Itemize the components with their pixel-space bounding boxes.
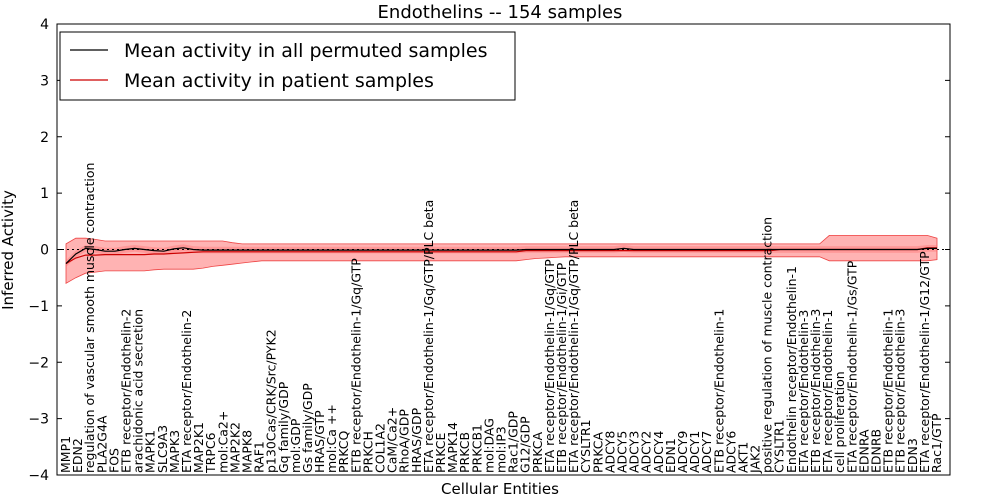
x-category-label: MAPK1 bbox=[143, 430, 158, 473]
x-category-label: ADCY9 bbox=[675, 431, 690, 473]
y-tick-label: −3 bbox=[28, 412, 49, 428]
x-category-label: mol:DAG bbox=[481, 418, 496, 473]
x-category-label: ETB receptor/Endothelin-1 bbox=[711, 309, 726, 473]
x-category-label: MAPK3 bbox=[167, 430, 182, 473]
x-category-label: ADCY8 bbox=[602, 431, 617, 473]
y-tick-label: 3 bbox=[40, 73, 49, 89]
x-category-label: mol:Ca2+ bbox=[215, 411, 230, 473]
x-category-label: ETB receptor/Endothelin-1 bbox=[881, 309, 896, 473]
x-category-label: MAPK14 bbox=[445, 422, 460, 473]
x-category-label: CaM/Ca2+ bbox=[385, 407, 400, 473]
x-category-label: ETA receptor/Endothelin-1/Gq/GTP bbox=[542, 259, 557, 473]
y-tick-label: 1 bbox=[40, 186, 49, 202]
x-category-label: HRAS/GTP bbox=[312, 410, 327, 473]
x-category-label: ETA receptor/Endothelin-1/G12/GTP bbox=[917, 251, 932, 473]
x-category-label: ADCY6 bbox=[723, 431, 738, 473]
x-category-label: EDN3 bbox=[905, 438, 920, 473]
x-category-label: PRKCH bbox=[360, 431, 375, 473]
x-category-label: ETB receptor/Endothelin-3 bbox=[893, 309, 908, 473]
x-category-label: COL1A2 bbox=[373, 423, 388, 473]
x-category-label: JAK2 bbox=[748, 445, 763, 474]
x-category-label: PRKCA bbox=[530, 432, 545, 473]
x-category-label: ADCY2 bbox=[639, 431, 654, 473]
x-category-label: ETA receptor/Endothelin-1/Gs/GTP bbox=[844, 260, 859, 473]
x-category-label: SLC9A3 bbox=[155, 425, 170, 473]
x-category-label: FOS bbox=[106, 448, 121, 473]
y-tick-label: 2 bbox=[40, 130, 49, 146]
x-category-label: EDN1 bbox=[663, 438, 678, 473]
x-category-label: MAPK8 bbox=[240, 430, 255, 473]
x-category-label: positive regulation of muscle contractio… bbox=[760, 217, 775, 473]
x-category-label: mol:IP3 bbox=[494, 426, 509, 473]
x-category-label: G12/GDP bbox=[518, 416, 533, 473]
x-category-label: ETB receptor/Endothelin-1/Gi/GTP bbox=[554, 262, 569, 473]
x-category-label: Endothelin receptor/Endothelin-1 bbox=[784, 266, 799, 473]
patient-activity-band bbox=[65, 235, 938, 284]
x-category-label: MMP1 bbox=[58, 436, 73, 473]
x-category-label: cell proliferation bbox=[832, 371, 847, 473]
x-category-label: EDNRA bbox=[856, 429, 871, 473]
x-category-label: PRKCB1 bbox=[469, 424, 484, 473]
x-category-label: PRKCE bbox=[433, 433, 448, 473]
legend-label-permuted: Mean activity in all permuted samples bbox=[124, 40, 487, 62]
x-category-label: ETA receptor/Endothelin-1/Gq/GTP/PLC bet… bbox=[421, 200, 436, 473]
y-tick-label: −4 bbox=[28, 468, 49, 484]
x-category-label: ETB receptor/Endothelin-3 bbox=[808, 309, 823, 473]
x-category-label: PRKCQ bbox=[336, 431, 351, 473]
x-category-label: HRAS/GDP bbox=[409, 407, 424, 473]
x-category-label: AKT1 bbox=[735, 442, 750, 473]
x-category-label: ADCY5 bbox=[615, 431, 630, 473]
x-category-label: CYSLTR1 bbox=[772, 419, 787, 473]
x-category-label: p130Cas/CRK/Src/PYK2 bbox=[264, 329, 279, 473]
x-category-label: Rac1/GTP bbox=[929, 413, 944, 473]
x-category-label: MAP2K2 bbox=[227, 422, 242, 473]
x-category-label: ETB receptor/Endothelin-1/Gq/GTP bbox=[348, 258, 363, 473]
chart-title: Endothelins -- 154 samples bbox=[378, 2, 623, 23]
x-category-label: Gq family/GDP bbox=[276, 381, 291, 473]
x-category-label: MAP2K1 bbox=[191, 422, 206, 473]
legend-frame bbox=[59, 31, 516, 101]
x-category-label: ETA receptor/Endothelin-3 bbox=[796, 310, 811, 473]
x-category-label: ETA receptor/Endothelin-1/Gq/GTP/PLC bet… bbox=[566, 200, 581, 473]
x-category-label: RhoA/GDP bbox=[397, 409, 412, 473]
y-tick-label: −1 bbox=[28, 299, 49, 315]
x-category-label: TRPC6 bbox=[203, 432, 218, 474]
x-category-label: RAF1 bbox=[252, 441, 267, 473]
y-tick-label: 4 bbox=[40, 17, 49, 33]
x-category-label: ETA receptor/Endothelin-2 bbox=[179, 310, 194, 473]
x-axis-label: Cellular Entities bbox=[441, 480, 559, 498]
x-category-label: PRKCB bbox=[457, 432, 472, 473]
x-category-label: EDNRB bbox=[869, 429, 884, 473]
x-category-label: ETB receptor/Endothelin-2 bbox=[119, 309, 134, 473]
x-category-label: PLA2G4A bbox=[94, 415, 109, 473]
x-category-label: Rac1/GDP bbox=[506, 411, 521, 473]
y-axis-label: Inferred Activity bbox=[0, 190, 17, 310]
x-category-label: CYSLTR1 bbox=[578, 419, 593, 473]
x-category-label: ADCY3 bbox=[627, 431, 642, 473]
x-category-label: Gs family/GDP bbox=[300, 383, 315, 473]
x-category-label: ADCY1 bbox=[687, 431, 702, 473]
legend-label-patient: Mean activity in patient samples bbox=[124, 70, 434, 92]
x-category-label: PRKCA bbox=[590, 432, 605, 473]
x-category-label: regulation of vascular smooth muscle con… bbox=[82, 163, 97, 473]
y-tick-label: −2 bbox=[28, 355, 49, 371]
x-category-label: ETA receptor/Endothelin-1 bbox=[820, 310, 835, 473]
x-category-label: mol:Ca ++ bbox=[324, 404, 339, 473]
x-category-label: ADCY7 bbox=[699, 431, 714, 473]
permuted-mean-line bbox=[65, 247, 937, 265]
legend: Mean activity in all permuted samples Me… bbox=[59, 31, 516, 101]
x-category-label: EDN2 bbox=[70, 438, 85, 473]
x-category-label: mol:GDP bbox=[288, 418, 303, 473]
series-lines bbox=[65, 247, 937, 265]
x-category-label: ADCY4 bbox=[651, 431, 666, 473]
x-category-label: arachidonic acid secretion bbox=[131, 309, 146, 473]
y-tick-label: 0 bbox=[40, 243, 49, 259]
